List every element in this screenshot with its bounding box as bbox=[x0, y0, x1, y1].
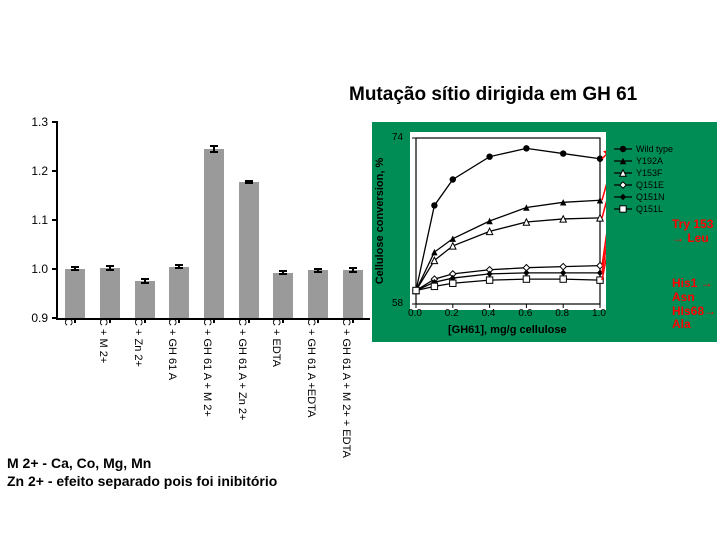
error-bar bbox=[248, 181, 250, 183]
line-chart-svg bbox=[410, 132, 606, 310]
bar-chart-category-label: C + M 2+ bbox=[97, 318, 113, 363]
footnote-line-2: Zn 2+ - efeito separado pois foi inibitó… bbox=[7, 473, 277, 491]
bar bbox=[308, 270, 328, 318]
bar-chart-y-tick bbox=[52, 268, 58, 270]
bar-chart: Relative conversion 0.91.01.11.21.3CC + … bbox=[10, 122, 368, 437]
error-bar bbox=[282, 271, 284, 274]
bar-chart-y-tick-label: 1.3 bbox=[31, 115, 48, 129]
bar bbox=[239, 182, 259, 318]
legend-row: Q151L bbox=[614, 204, 673, 214]
error-bar bbox=[317, 269, 319, 272]
legend-row: Y153F bbox=[614, 168, 673, 178]
bar-chart-y-tick bbox=[52, 121, 58, 123]
line-chart-x-tick-label: 0.8 bbox=[555, 308, 569, 319]
legend-row: Wild type bbox=[614, 144, 673, 154]
error-bar bbox=[144, 279, 146, 283]
bar bbox=[65, 269, 85, 318]
line-chart: Cellulose conversion, % [GH61], mg/g cel… bbox=[372, 122, 717, 342]
bar-chart-category-label: C + GH 61 A +EDTA bbox=[305, 318, 321, 417]
bar-chart-category-label: C + GH 61 A + Zn 2+ bbox=[236, 318, 252, 420]
bar bbox=[135, 281, 155, 318]
bar-chart-y-tick-label: 1.1 bbox=[31, 213, 48, 227]
bar-chart-category-label: C bbox=[62, 318, 78, 326]
line-chart-x-tick-label: 1.0 bbox=[592, 308, 606, 319]
legend-swatch bbox=[614, 168, 632, 178]
bar bbox=[204, 149, 224, 318]
line-chart-x-label: [GH61], mg/g cellulose bbox=[448, 324, 567, 336]
line-chart-x-tick-label: 0.6 bbox=[518, 308, 532, 319]
line-chart-x-tick-label: 0.4 bbox=[482, 308, 496, 319]
footnote: M 2+ - Ca, Co, Mg, Mn Zn 2+ - efeito sep… bbox=[7, 455, 277, 490]
bar-chart-plot: 0.91.01.11.21.3CC + M 2+C + Zn 2+C + GH … bbox=[56, 122, 370, 320]
error-bar bbox=[74, 267, 76, 270]
bar-chart-category-label: C + Zn 2+ bbox=[132, 318, 148, 367]
line-chart-y-tick-label: 58 bbox=[392, 298, 403, 309]
legend-swatch bbox=[614, 144, 632, 154]
bar bbox=[343, 270, 363, 318]
legend-label: Y153F bbox=[636, 168, 663, 178]
bar bbox=[169, 267, 189, 318]
error-bar bbox=[109, 266, 111, 270]
error-bar bbox=[352, 268, 354, 272]
legend-label: Y192A bbox=[636, 156, 663, 166]
line-chart-y-label: Cellulose conversion, % bbox=[374, 158, 386, 285]
bar bbox=[100, 268, 120, 318]
legend-label: Q151E bbox=[636, 180, 664, 190]
error-bar bbox=[178, 265, 180, 268]
line-chart-annotation: Try 153 → Leu bbox=[672, 218, 720, 246]
legend-label: Q151L bbox=[636, 204, 663, 214]
bar-chart-y-tick bbox=[52, 317, 58, 319]
bar-chart-y-tick-label: 0.9 bbox=[31, 311, 48, 325]
legend-swatch bbox=[614, 156, 632, 166]
footnote-line-1: M 2+ - Ca, Co, Mg, Mn bbox=[7, 455, 277, 473]
line-chart-annotation: His1 → AsnHIs68→ Ala bbox=[672, 277, 720, 332]
bar-chart-category-label: C + GH 61 A + M 2+ bbox=[201, 318, 217, 417]
legend-row: Q151N bbox=[614, 192, 673, 202]
bar-chart-y-tick bbox=[52, 219, 58, 221]
line-chart-x-tick-label: 0.0 bbox=[408, 308, 422, 319]
page-title: Mutação sítio dirigida em GH 61 bbox=[349, 84, 637, 106]
bar-chart-category-label: C + GH 61 A + M 2+ + EDTA bbox=[340, 318, 356, 458]
legend-swatch bbox=[614, 180, 632, 190]
legend-row: Y192A bbox=[614, 156, 673, 166]
error-bar bbox=[213, 146, 215, 152]
legend-swatch bbox=[614, 192, 632, 202]
bar-chart-category-label: C + EDTA bbox=[270, 318, 286, 367]
legend-swatch bbox=[614, 204, 632, 214]
line-chart-plot bbox=[410, 132, 606, 310]
bar-chart-y-tick-label: 1.2 bbox=[31, 164, 48, 178]
bar-chart-category-label: C + GH 61 A bbox=[166, 318, 182, 380]
line-chart-x-tick-label: 0.2 bbox=[445, 308, 459, 319]
bar-chart-y-tick bbox=[52, 170, 58, 172]
line-chart-legend: Wild type Y192A Y153F Q151E Q151N Q151L bbox=[614, 144, 673, 216]
legend-label: Wild type bbox=[636, 144, 673, 154]
legend-label: Q151N bbox=[636, 192, 665, 202]
bar bbox=[273, 273, 293, 318]
legend-row: Q151E bbox=[614, 180, 673, 190]
bar-chart-y-tick-label: 1.0 bbox=[31, 262, 48, 276]
line-chart-y-tick-label: 74 bbox=[392, 132, 403, 143]
